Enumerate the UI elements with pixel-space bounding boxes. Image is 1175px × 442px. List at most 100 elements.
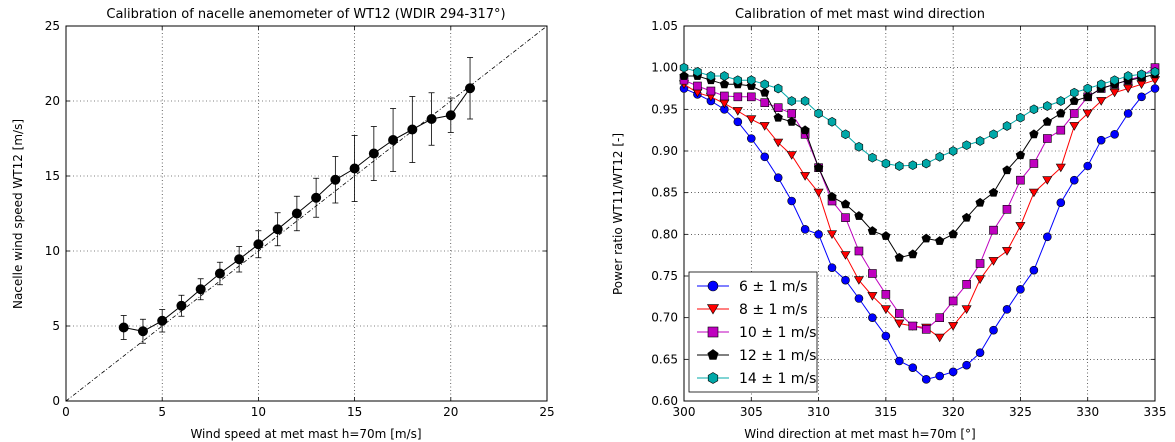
data-point xyxy=(1096,97,1107,106)
data-point xyxy=(975,275,986,284)
data-point xyxy=(921,233,931,243)
y-tick-label: 0.90 xyxy=(651,144,678,158)
data-point xyxy=(880,305,891,314)
plot-frame xyxy=(683,25,1156,402)
data-point xyxy=(895,309,904,318)
series-5 xyxy=(679,62,1160,171)
data-point xyxy=(733,75,743,86)
data-point xyxy=(773,112,783,122)
legend-entry: 10 ± 1 m/s xyxy=(697,325,816,341)
data-point xyxy=(1029,104,1039,115)
y-axis-label: Power ratio WT11/WT12 [-] xyxy=(611,133,625,295)
data-point xyxy=(706,71,716,81)
data-point xyxy=(760,152,770,162)
legend-label: 8 ± 1 m/s xyxy=(739,302,808,318)
data-point xyxy=(840,251,851,260)
data-point xyxy=(854,141,864,152)
data-point xyxy=(760,87,770,97)
data-point xyxy=(679,62,689,73)
data-point xyxy=(706,86,716,96)
data-point xyxy=(1069,122,1080,131)
data-point xyxy=(854,294,864,303)
data-point xyxy=(746,115,757,124)
data-point xyxy=(787,196,796,206)
reference-line xyxy=(65,25,548,402)
series-4 xyxy=(679,69,1160,262)
data-point xyxy=(1043,232,1052,242)
data-point xyxy=(1056,96,1065,106)
y-tick-label: 1.00 xyxy=(651,61,678,75)
data-point xyxy=(773,173,783,182)
data-point xyxy=(1083,83,1092,94)
x-tick-label: 25 xyxy=(539,405,554,419)
data-point xyxy=(311,192,322,203)
data-point xyxy=(1136,80,1147,89)
data-point xyxy=(787,116,797,126)
data-point xyxy=(989,325,998,335)
data-point xyxy=(854,211,864,220)
data-point xyxy=(137,326,148,337)
data-point xyxy=(1097,79,1106,90)
data-point xyxy=(895,356,904,366)
data-point xyxy=(841,275,850,285)
legend-label: 14 ± 1 m/s xyxy=(739,371,816,387)
data-point xyxy=(214,268,225,279)
legend-entry: 14 ± 1 m/s xyxy=(697,371,816,387)
data-point xyxy=(1069,96,1079,105)
data-point xyxy=(388,135,399,145)
data-point xyxy=(841,213,850,222)
data-point xyxy=(1055,163,1066,173)
data-point xyxy=(961,212,972,222)
data-point xyxy=(253,239,264,250)
data-point xyxy=(720,91,729,101)
data-point xyxy=(1043,134,1052,143)
data-point xyxy=(840,199,851,209)
legend-marker xyxy=(707,372,719,384)
x-tick-label: 335 xyxy=(1144,405,1167,419)
data-point xyxy=(747,75,756,86)
data-point xyxy=(1110,130,1119,139)
data-point xyxy=(895,161,904,171)
data-point xyxy=(814,230,823,239)
data-point xyxy=(989,129,998,140)
data-point xyxy=(894,319,905,329)
y-tick-label: 0.95 xyxy=(651,102,678,116)
legend-marker xyxy=(707,280,719,292)
data-point xyxy=(195,284,206,295)
data-point xyxy=(1002,205,1012,214)
data-point xyxy=(1137,92,1146,102)
x-tick-label: 320 xyxy=(942,405,965,419)
data-point xyxy=(465,83,476,94)
data-point xyxy=(988,187,999,197)
data-point xyxy=(1056,108,1066,118)
data-point xyxy=(800,172,811,181)
data-point xyxy=(868,152,877,163)
data-point xyxy=(1043,101,1052,111)
data-point xyxy=(786,151,797,160)
data-point xyxy=(975,348,985,357)
legend-marker xyxy=(706,304,720,315)
legend-marker xyxy=(707,349,719,360)
data-point xyxy=(445,110,456,121)
data-point xyxy=(962,360,971,370)
data-point xyxy=(1110,75,1119,86)
data-point xyxy=(881,158,891,169)
data-point xyxy=(679,71,689,80)
data-point xyxy=(1029,159,1039,168)
data-point xyxy=(1069,175,1079,185)
data-point xyxy=(1083,91,1093,101)
data-point xyxy=(787,96,796,106)
legend: 6 ± 1 m/s 8 ± 1 m/s 10 ± 1 m/s 12 ± 1 m/s 14… xyxy=(688,271,818,393)
data-point xyxy=(118,322,129,333)
x-axis-label: Wind speed at met mast h=70m [m/s] xyxy=(190,427,421,441)
data-point xyxy=(732,107,743,116)
data-point xyxy=(272,224,283,235)
data-point xyxy=(234,254,245,265)
data-point xyxy=(1016,175,1025,185)
data-point xyxy=(1109,88,1120,98)
data-point xyxy=(733,92,743,102)
data-point xyxy=(1002,165,1012,175)
data-point xyxy=(1137,69,1146,80)
data-point xyxy=(693,66,702,77)
data-point xyxy=(368,148,379,159)
